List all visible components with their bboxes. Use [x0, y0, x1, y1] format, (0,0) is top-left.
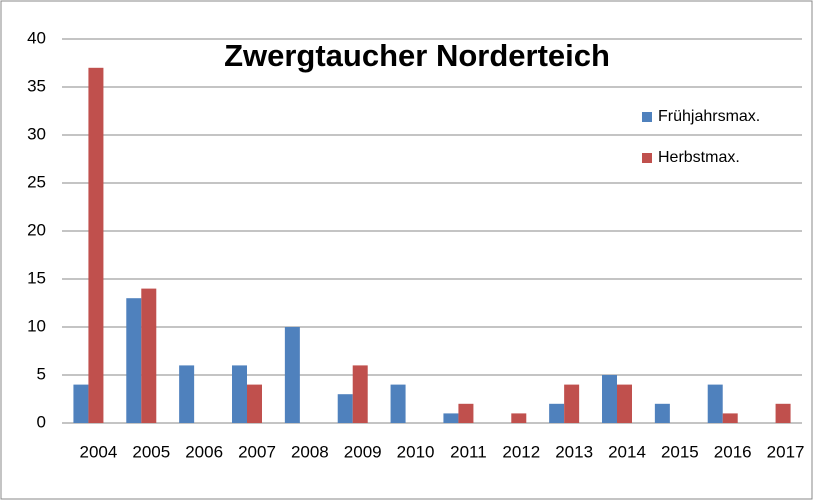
- bar: [549, 403, 565, 423]
- y-tick-label: 25: [27, 172, 46, 191]
- x-tick-label: 2014: [608, 442, 646, 461]
- bar: [511, 413, 527, 423]
- x-tick-label: 2015: [661, 442, 699, 461]
- bar: [617, 384, 632, 423]
- bar: [443, 413, 459, 423]
- x-tick-label: 2017: [767, 442, 805, 461]
- bar: [722, 413, 738, 423]
- bar: [126, 298, 142, 423]
- y-tick-label: 15: [27, 268, 46, 287]
- y-tick-label: 40: [27, 28, 46, 47]
- x-tick-label: 2010: [397, 442, 435, 461]
- bar: [284, 327, 300, 423]
- bar: [707, 384, 723, 423]
- bar: [88, 67, 104, 424]
- y-tick-label: 35: [27, 76, 46, 95]
- bar: [232, 365, 247, 423]
- x-tick-label: 2016: [714, 442, 752, 461]
- bar: [179, 365, 195, 423]
- bar: [775, 403, 791, 423]
- x-tick-label: 2006: [185, 442, 223, 461]
- bar: [390, 384, 406, 423]
- bar: [337, 394, 353, 423]
- x-tick-label: 2007: [238, 442, 276, 461]
- bar: [73, 384, 89, 423]
- bar: [602, 375, 617, 423]
- bar: [458, 403, 474, 423]
- bar: [654, 403, 670, 423]
- y-tick-label: 5: [37, 364, 46, 383]
- chart-title: Zwergtaucher Norderteich: [224, 38, 610, 73]
- x-tick-label: 2005: [132, 442, 170, 461]
- bar: [564, 384, 580, 423]
- x-tick-label: 2008: [291, 442, 329, 461]
- x-tick-label: 2009: [344, 442, 382, 461]
- bar: [352, 365, 368, 423]
- y-tick-label: 20: [27, 220, 46, 239]
- bar: [247, 384, 262, 423]
- y-tick-label: 0: [37, 412, 46, 431]
- x-tick-label: 2004: [80, 442, 118, 461]
- legend-swatch: [642, 112, 652, 122]
- legend-swatch: [642, 153, 652, 163]
- legend-label: Frühjahrsmax.: [658, 108, 760, 125]
- x-tick-label: 2011: [450, 442, 487, 461]
- x-tick-label: 2012: [502, 442, 540, 461]
- x-tick-label: 2013: [555, 442, 593, 461]
- y-tick-label: 10: [27, 316, 46, 335]
- y-tick-label: 30: [27, 124, 46, 143]
- bar: [141, 288, 157, 423]
- legend-label: Herbstmax.: [658, 149, 740, 166]
